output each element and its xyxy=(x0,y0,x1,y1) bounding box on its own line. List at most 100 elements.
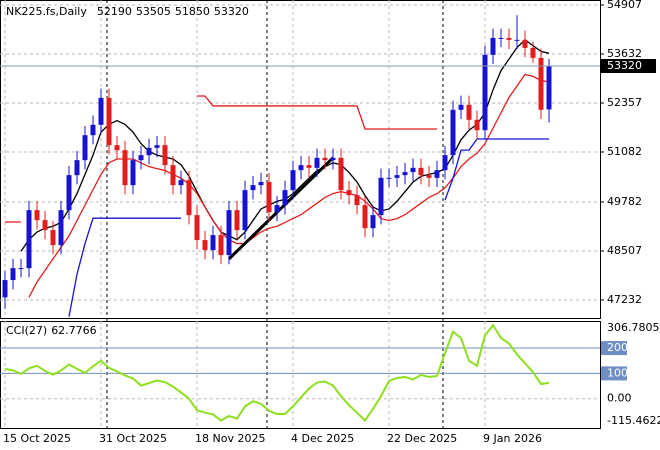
y-tick-label: -115.4622 xyxy=(607,414,660,427)
candle-body xyxy=(2,280,8,298)
candle-body xyxy=(346,190,352,196)
candle-body xyxy=(266,182,272,213)
candle-body xyxy=(410,167,416,173)
candle-body xyxy=(338,157,344,191)
candle-body xyxy=(90,124,96,136)
candle-body xyxy=(18,268,24,270)
candle-body xyxy=(34,210,40,221)
y-tick-label: 306.7805 xyxy=(607,321,660,334)
candle-body xyxy=(546,65,552,110)
candle-body xyxy=(154,145,160,148)
last-price-box xyxy=(601,58,656,73)
cci-panel xyxy=(0,321,601,429)
trendline xyxy=(227,156,335,261)
candle-body xyxy=(362,205,368,229)
x-tick-label: 31 Oct 2025 xyxy=(99,432,167,445)
candle-body xyxy=(458,104,464,110)
candle-body xyxy=(330,157,336,161)
candle-body xyxy=(258,182,264,186)
x-tick-label: 15 Oct 2025 xyxy=(3,432,71,445)
candle-body xyxy=(122,150,128,186)
y-tick-label: 53632 xyxy=(607,47,642,60)
cci-line xyxy=(4,323,550,423)
candle-body xyxy=(10,268,16,281)
candle-body xyxy=(250,185,256,191)
candle-body xyxy=(354,195,360,206)
close-value: 53320 xyxy=(214,5,249,18)
candle-body xyxy=(418,167,424,176)
candle-body xyxy=(170,165,176,186)
candle-body xyxy=(298,165,304,171)
candle-body xyxy=(226,210,232,256)
candle-body xyxy=(306,165,312,168)
chart-title: NK225.fs,Daily xyxy=(6,5,87,18)
y-tick-label: 47232 xyxy=(607,293,642,306)
candle-body xyxy=(506,37,512,40)
candle-body xyxy=(322,157,328,161)
y-tick-label: 48507 xyxy=(607,244,642,257)
last-price-label: 53320 xyxy=(607,59,642,72)
candle-body xyxy=(194,215,200,241)
candle-body xyxy=(370,215,376,229)
cci-title: CCI(27) xyxy=(6,324,47,337)
candle-body xyxy=(106,97,112,146)
candle-body xyxy=(98,97,104,125)
candle-body xyxy=(162,145,168,166)
y-tick-label: 49782 xyxy=(607,195,642,208)
x-tick-label: 18 Nov 2025 xyxy=(195,432,265,445)
candle-body xyxy=(58,210,64,246)
candle-body xyxy=(282,190,288,206)
candle-body xyxy=(138,155,144,161)
x-tick-label: 4 Dec 2025 xyxy=(291,432,354,445)
candle-body xyxy=(130,160,136,186)
low-value: 51850 xyxy=(175,5,210,18)
candle-body xyxy=(474,119,480,131)
candle-body xyxy=(482,54,488,131)
y-tick-label: 0.00 xyxy=(607,392,632,405)
y-tick-label: 100 xyxy=(607,366,628,379)
candle-body xyxy=(42,220,48,231)
candle-body xyxy=(74,160,80,176)
candle-body xyxy=(274,205,280,213)
candle-body xyxy=(466,104,472,120)
candle-body xyxy=(450,109,456,156)
candle-body xyxy=(522,39,528,48)
level-label-box xyxy=(601,341,627,356)
open-value: 52190 xyxy=(97,5,132,18)
candle-body xyxy=(26,210,32,269)
candle-body xyxy=(290,170,296,191)
candle-body xyxy=(434,170,440,178)
candle-body xyxy=(186,180,192,216)
candle-body xyxy=(386,177,392,179)
candle-body xyxy=(178,180,184,186)
candle-body xyxy=(202,240,208,251)
y-tick-label: 200 xyxy=(607,341,628,354)
candle-body xyxy=(210,235,216,251)
candle-body xyxy=(426,175,432,178)
indicator-line xyxy=(5,95,437,223)
x-tick-label: 22 Dec 2025 xyxy=(387,432,457,445)
candle-body xyxy=(314,157,320,168)
candle-body xyxy=(114,145,120,151)
x-tick-label: 9 Jan 2026 xyxy=(483,432,542,445)
candle-body xyxy=(242,190,248,231)
y-tick-label: 52357 xyxy=(607,96,642,109)
candle-body xyxy=(50,230,56,246)
candle-body xyxy=(498,37,504,39)
candle-body xyxy=(218,235,224,256)
chart-header: NK225.fs,Daily 52190 53505 51850 53320 xyxy=(6,5,249,18)
level-label-box xyxy=(601,366,627,381)
candle-body xyxy=(378,177,384,216)
cci-header: CCI(27) 62.7766 xyxy=(6,324,97,337)
candle-body xyxy=(146,147,152,156)
cci-value: 62.7766 xyxy=(51,324,97,337)
candle-body xyxy=(234,210,240,231)
y-tick-label: 54907 xyxy=(607,0,642,11)
candle-body xyxy=(538,57,544,110)
indicator-line xyxy=(28,73,550,298)
candle-body xyxy=(394,175,400,178)
y-tick-label: 51082 xyxy=(607,145,642,158)
candle-body xyxy=(490,37,496,55)
candle-body xyxy=(66,175,72,211)
